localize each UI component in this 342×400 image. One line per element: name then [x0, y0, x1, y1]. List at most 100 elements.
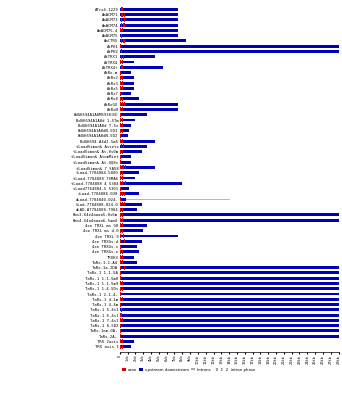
Bar — [120, 166, 121, 170]
Bar — [120, 118, 121, 122]
Bar — [120, 276, 121, 280]
Bar — [120, 140, 155, 142]
Bar — [120, 224, 147, 227]
Bar — [120, 192, 139, 195]
Bar — [120, 124, 131, 127]
Bar — [124, 39, 125, 43]
Bar — [121, 55, 122, 59]
Bar — [122, 118, 123, 122]
Bar — [120, 324, 121, 328]
Bar — [120, 45, 339, 48]
Bar — [120, 29, 178, 32]
Bar — [122, 282, 123, 286]
Bar — [120, 330, 339, 332]
Bar — [120, 214, 339, 216]
Bar — [120, 219, 339, 222]
Bar — [120, 102, 121, 106]
Bar — [120, 166, 155, 169]
Bar — [120, 171, 121, 175]
Bar — [121, 34, 122, 38]
Bar — [120, 229, 143, 232]
Bar — [120, 139, 121, 143]
Bar — [120, 129, 129, 132]
Bar — [121, 18, 122, 22]
Bar — [120, 134, 128, 137]
Bar — [120, 134, 121, 138]
Bar — [122, 108, 123, 112]
Legend: exon, upstream downstream, Introns    0  1  2  intron phase: exon, upstream downstream, Introns 0 1 2… — [122, 368, 255, 372]
Bar — [123, 97, 124, 101]
Bar — [120, 260, 121, 264]
Bar — [122, 345, 123, 349]
Bar — [122, 102, 123, 106]
Bar — [123, 144, 124, 148]
Bar — [122, 176, 123, 180]
Bar — [120, 298, 339, 301]
Bar — [120, 292, 121, 296]
Bar — [120, 186, 121, 190]
Bar — [121, 23, 122, 27]
Bar — [120, 145, 147, 148]
Bar — [120, 208, 121, 212]
Bar — [120, 245, 137, 248]
Bar — [122, 208, 123, 212]
Bar — [120, 287, 121, 291]
Bar — [120, 13, 178, 16]
Bar — [122, 224, 123, 228]
Bar — [124, 18, 125, 22]
Bar — [121, 65, 122, 69]
Bar — [120, 150, 142, 153]
Bar — [122, 250, 123, 254]
Bar — [120, 60, 134, 64]
Bar — [120, 303, 339, 306]
Bar — [122, 139, 123, 143]
Bar — [120, 76, 121, 80]
Bar — [122, 171, 123, 175]
Bar — [123, 239, 124, 243]
Bar — [120, 224, 121, 228]
Bar — [120, 18, 178, 21]
Bar — [122, 86, 123, 90]
Bar — [121, 144, 122, 148]
Bar — [120, 318, 121, 322]
Bar — [120, 97, 121, 101]
Bar — [120, 261, 137, 264]
Bar — [120, 208, 137, 211]
Bar — [122, 7, 123, 11]
Bar — [120, 271, 121, 275]
Bar — [120, 81, 121, 85]
Bar — [123, 181, 124, 185]
Bar — [120, 198, 126, 200]
Bar — [120, 340, 121, 344]
Bar — [122, 218, 123, 222]
Bar — [120, 181, 121, 185]
Bar — [124, 297, 125, 301]
Bar — [120, 266, 121, 270]
Bar — [120, 108, 121, 112]
Bar — [122, 65, 123, 69]
Bar — [120, 282, 339, 285]
Bar — [120, 155, 121, 159]
Bar — [120, 297, 121, 301]
Bar — [120, 113, 147, 116]
Bar — [122, 150, 123, 154]
Bar — [120, 8, 178, 11]
Bar — [120, 156, 131, 158]
Bar — [120, 292, 339, 296]
Bar — [120, 71, 131, 74]
Bar — [120, 192, 121, 196]
Bar — [120, 234, 121, 238]
Bar — [120, 98, 139, 100]
Bar — [121, 7, 122, 11]
Bar — [122, 12, 123, 16]
Bar — [121, 50, 122, 54]
Bar — [120, 60, 121, 64]
Bar — [120, 308, 339, 311]
Bar — [120, 282, 121, 286]
Bar — [120, 319, 339, 322]
Bar — [122, 166, 123, 170]
Bar — [122, 76, 123, 80]
Bar — [122, 229, 123, 233]
Bar — [120, 50, 339, 53]
Bar — [120, 76, 134, 79]
